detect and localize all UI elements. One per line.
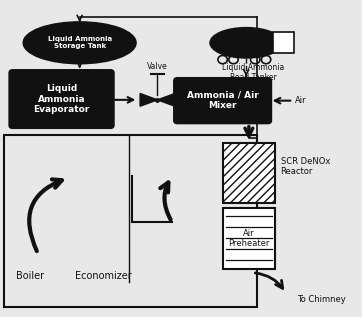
- FancyBboxPatch shape: [9, 70, 114, 128]
- FancyArrowPatch shape: [160, 183, 171, 219]
- Bar: [4, 135, 257, 307]
- Text: Ammonia / Air
Mixer: Ammonia / Air Mixer: [187, 91, 258, 110]
- Bar: [223, 143, 275, 203]
- Bar: [273, 32, 294, 53]
- Ellipse shape: [24, 22, 136, 63]
- Polygon shape: [157, 94, 175, 106]
- FancyArrowPatch shape: [29, 179, 62, 251]
- Text: Economizer: Economizer: [75, 271, 131, 281]
- Ellipse shape: [210, 28, 282, 58]
- Text: Valve: Valve: [147, 62, 168, 71]
- Text: Liquid Ammonia
Storage Tank: Liquid Ammonia Storage Tank: [47, 36, 112, 49]
- Text: Liquid Ammonia
Road Tanker: Liquid Ammonia Road Tanker: [222, 63, 285, 82]
- FancyBboxPatch shape: [174, 78, 272, 124]
- Text: Air: Air: [295, 96, 307, 105]
- Text: Boiler: Boiler: [16, 271, 45, 281]
- FancyArrowPatch shape: [255, 273, 283, 288]
- Text: SCR DeNOx
Reactor: SCR DeNOx Reactor: [281, 157, 330, 176]
- Text: Liquid
Ammonia
Evaporator: Liquid Ammonia Evaporator: [33, 84, 90, 114]
- Text: Air
Preheater: Air Preheater: [228, 229, 270, 248]
- Bar: [223, 208, 275, 269]
- Text: To Chimney: To Chimney: [297, 295, 346, 304]
- Polygon shape: [140, 94, 157, 106]
